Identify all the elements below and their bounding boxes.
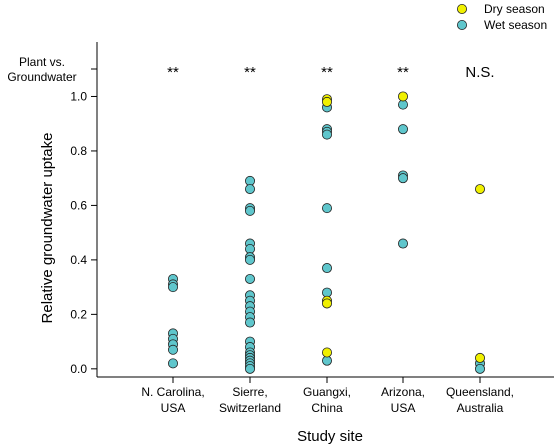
wet-season-point — [244, 205, 255, 216]
wet-season-point — [244, 254, 255, 265]
significance-label: N.S. — [465, 64, 494, 81]
y-tick-label: 0.0 — [70, 362, 87, 376]
data-points — [167, 91, 485, 374]
wet-season-point — [474, 363, 485, 374]
x-tick-label-line: Guangxi, — [303, 385, 351, 399]
y-tick-label: 0.2 — [70, 307, 87, 321]
dry-season-point — [474, 352, 485, 363]
wet-season-point — [397, 173, 408, 184]
legend-dry-marker — [456, 4, 467, 14]
wet-season-point — [167, 282, 178, 293]
x-tick-label: Queensland, Australia — [446, 385, 514, 415]
y-axis-title: Relative groundwater uptake — [39, 133, 56, 324]
x-tick-label-line: USA — [391, 401, 416, 415]
y-tick-label: 0.6 — [70, 198, 87, 212]
dry-season-point — [397, 91, 408, 102]
wet-season-point — [397, 238, 408, 249]
y-tick-label: 0.8 — [70, 144, 87, 158]
x-tick-label-line: Queensland, — [446, 385, 514, 399]
wet-season-point — [244, 317, 255, 328]
x-tick-label-line: Arizona, — [381, 385, 425, 399]
legend-wet-marker — [456, 19, 467, 30]
dry-season-point — [321, 347, 332, 358]
legend-dry-label: Dry season — [484, 2, 545, 16]
axes: 0.0 0.2 0.4 0.6 0.8 1.0 N. Carolina, USA Sierre,… — [39, 42, 554, 445]
wet-season-point — [321, 263, 332, 274]
significance-label: ** — [397, 64, 409, 81]
legend: Dry season Wet season — [456, 2, 547, 32]
dry-season-point — [474, 184, 485, 195]
significance-label: ** — [321, 64, 333, 81]
x-tick-label-line: Sierre, — [232, 385, 267, 399]
x-tick-label: Arizona, USA — [381, 385, 425, 415]
wet-season-point — [321, 129, 332, 140]
wet-season-point — [321, 203, 332, 214]
y-tick-label: 1.0 — [70, 89, 87, 103]
significance-label: ** — [244, 64, 256, 81]
wet-season-point — [397, 124, 408, 135]
row-label-line: Plant vs. — [19, 55, 65, 69]
legend-wet-label: Wet season — [484, 18, 547, 32]
significance-label: ** — [167, 64, 179, 81]
x-tick-label-line: China — [311, 401, 343, 415]
wet-season-point — [167, 344, 178, 355]
x-axis-title: Study site — [297, 428, 363, 445]
dry-season-point — [321, 298, 332, 309]
wet-season-point — [244, 273, 255, 284]
wet-season-point — [244, 184, 255, 195]
wet-season-point — [167, 358, 178, 369]
dry-season-point — [321, 96, 332, 107]
plant-vs-groundwater-label: Plant vs. Groundwater — [7, 55, 97, 84]
x-tick-label: Guangxi, China — [303, 385, 351, 415]
x-tick-label: Sierre, Switzerland — [219, 385, 281, 415]
y-tick-label: 0.4 — [70, 253, 87, 267]
wet-season-point — [244, 363, 255, 374]
x-tick-label-line: N. Carolina, — [141, 385, 204, 399]
x-tick-label: N. Carolina, USA — [141, 385, 204, 415]
significance-row: ** ** ** ** N.S. — [167, 64, 494, 81]
x-tick-label-line: Switzerland — [219, 401, 281, 415]
row-label-text: Plant vs. Groundwater — [7, 55, 76, 84]
row-label-line: Groundwater — [7, 70, 76, 84]
x-tick-label-line: USA — [161, 401, 186, 415]
x-tick-label-line: Australia — [457, 401, 504, 415]
